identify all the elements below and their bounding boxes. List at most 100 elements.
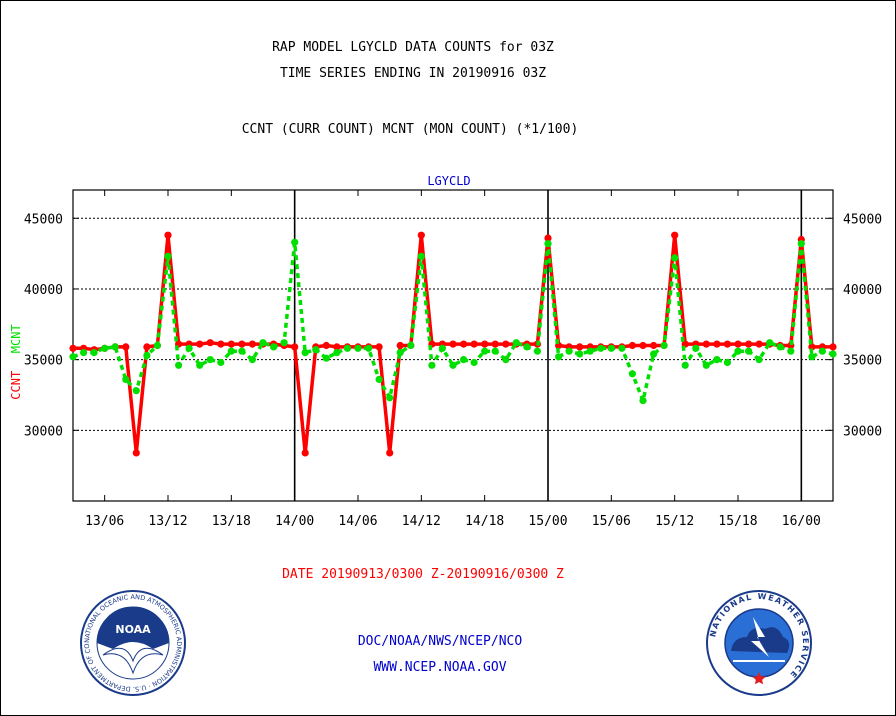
data-point-mcnt — [829, 350, 837, 358]
data-point-ccnt — [396, 341, 404, 350]
data-point-mcnt — [227, 347, 235, 355]
data-point-ccnt — [671, 231, 679, 239]
data-point-ccnt — [481, 340, 489, 348]
data-point-mcnt — [607, 344, 615, 352]
data-point-ccnt — [206, 339, 214, 347]
data-point-ccnt — [702, 340, 710, 348]
x-tick-label: 15/06 — [592, 514, 631, 529]
data-point-mcnt — [259, 339, 267, 347]
data-point-mcnt — [417, 252, 425, 260]
data-point-mcnt — [122, 375, 130, 383]
data-point-mcnt — [90, 349, 98, 357]
data-point-mcnt — [206, 356, 214, 364]
data-point-mcnt — [628, 370, 637, 378]
noaa-sky-shape — [97, 607, 169, 649]
data-point-mcnt — [185, 344, 193, 352]
data-point-mcnt — [776, 343, 784, 351]
data-point-mcnt — [502, 356, 510, 364]
data-point-mcnt — [291, 238, 299, 246]
data-point-ccnt — [734, 340, 742, 348]
x-tick-label: 14/06 — [338, 514, 377, 529]
data-point-mcnt — [818, 347, 827, 355]
data-point-ccnt — [470, 340, 478, 348]
x-tick-label: 13/06 — [85, 514, 124, 529]
data-point-mcnt — [449, 361, 457, 369]
data-point-mcnt — [745, 347, 753, 355]
header-line-1: RAP MODEL LGYCLD DATA COUNTS for 03Z — [272, 40, 554, 55]
data-point-ccnt — [196, 340, 204, 348]
data-point-mcnt — [702, 361, 710, 369]
data-point-mcnt — [723, 358, 732, 367]
data-point-mcnt — [734, 347, 742, 355]
x-ticks: 13/06 13/12 13/18 14/00 14/06 14/12 14/18 15/00… — [85, 190, 821, 529]
data-point-mcnt — [576, 350, 584, 358]
data-point-mcnt — [175, 361, 183, 369]
x-tick-label: 16/00 — [782, 514, 821, 529]
data-point-ccnt — [502, 340, 510, 348]
data-point-mcnt — [555, 353, 563, 361]
data-point-mcnt — [597, 344, 605, 352]
data-point-mcnt — [69, 353, 77, 361]
data-point-mcnt — [639, 397, 647, 405]
y-tick-label-left: 40000 — [24, 283, 63, 298]
data-point-mcnt — [523, 343, 531, 351]
noaa-bird-icon — [102, 647, 164, 675]
data-point-ccnt — [650, 341, 658, 350]
data-point-mcnt — [808, 353, 816, 361]
header-line-3: CCNT (CURR COUNT) MCNT (MON COUNT) (*1/1… — [242, 122, 579, 137]
y-label-ccnt: CCNT — [9, 371, 23, 400]
data-point-ccnt — [375, 343, 383, 351]
data-point-mcnt — [248, 356, 256, 364]
data-point-ccnt — [132, 449, 140, 457]
grid-lines — [73, 217, 833, 431]
data-point-ccnt — [164, 231, 172, 239]
data-point-ccnt — [628, 341, 637, 350]
series-layer — [69, 231, 837, 457]
y-tick-label-right: 40000 — [843, 283, 882, 298]
data-point-mcnt — [80, 349, 88, 357]
data-point-ccnt — [544, 234, 552, 242]
data-point-mcnt — [797, 240, 805, 248]
data-point-ccnt — [143, 343, 151, 351]
data-point-mcnt — [354, 344, 362, 352]
data-point-ccnt — [755, 340, 763, 348]
noaa-logo: NATIONAL OCEANIC AND ATMOSPHERIC ADMINIS… — [80, 590, 186, 696]
data-point-mcnt — [755, 356, 763, 364]
data-point-ccnt — [301, 449, 309, 457]
agency-line-2: WWW.NCEP.NOAA.GOV — [373, 660, 506, 675]
nws-star-icon — [752, 672, 766, 685]
nws-cloud-icon — [731, 627, 790, 653]
data-point-mcnt — [343, 344, 351, 352]
y-tick-label-left: 30000 — [24, 424, 63, 439]
data-point-mcnt — [217, 358, 225, 367]
data-point-mcnt — [196, 361, 204, 369]
data-point-mcnt — [270, 343, 278, 351]
data-point-mcnt — [586, 347, 594, 355]
x-axis-label: DATE 20190913/0300 Z-20190916/0300 Z — [282, 567, 564, 582]
data-point-ccnt — [122, 343, 130, 351]
chart-title: LGYCLD — [427, 174, 470, 188]
data-point-ccnt — [217, 340, 225, 348]
data-point-ccnt — [491, 340, 499, 348]
x-tick-label: 14/12 — [402, 514, 441, 529]
data-point-mcnt — [618, 344, 626, 352]
data-point-mcnt — [101, 344, 109, 352]
data-point-mcnt — [766, 339, 774, 347]
data-point-mcnt — [322, 354, 330, 362]
data-point-mcnt — [713, 356, 721, 364]
data-point-mcnt — [111, 343, 119, 351]
data-point-mcnt — [143, 351, 151, 359]
x-tick-label: 15/12 — [655, 514, 694, 529]
y-tick-label-left: 35000 — [24, 354, 63, 369]
header-line-2: TIME SERIES ENDING IN 20190916 03Z — [280, 66, 546, 81]
data-point-ccnt — [291, 343, 299, 351]
plot-area: 30000 30000 35000 35000 40000 40000 45000 45000… — [24, 189, 882, 529]
data-point-mcnt — [544, 240, 552, 248]
data-point-ccnt — [829, 343, 837, 351]
data-point-mcnt — [491, 347, 499, 355]
data-point-mcnt — [164, 252, 172, 260]
data-point-ccnt — [723, 340, 732, 348]
data-point-ccnt — [576, 343, 584, 351]
data-point-mcnt — [153, 341, 161, 350]
